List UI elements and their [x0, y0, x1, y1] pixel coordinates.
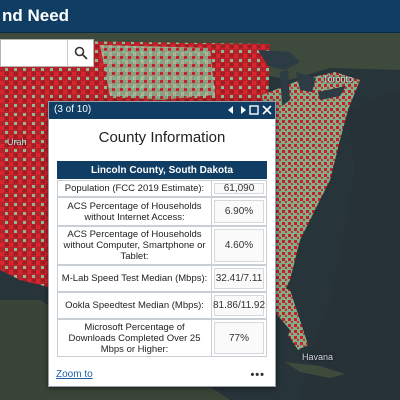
place-label-toronto: Toronto — [323, 74, 354, 84]
table-row: ACS Percentage of Households without Com… — [57, 226, 267, 265]
table-row: Microsoft Percentage of Downloads Comple… — [57, 319, 267, 357]
maximize-icon — [248, 105, 259, 115]
row-value: 77% — [214, 322, 264, 354]
row-value: 32.41/7.11 — [214, 268, 264, 289]
table-row: Population (FCC 2019 Estimate): 61,090 — [57, 180, 267, 197]
county-popup: (3 of 10) County Information Lincoln Cou… — [48, 101, 276, 387]
search-icon — [74, 46, 88, 60]
triangle-right-icon — [240, 106, 246, 114]
us-counties-north — [100, 45, 215, 100]
lake-huron — [296, 72, 316, 92]
row-value: 4.60% — [214, 229, 264, 262]
table-row: M-Lab Speed Test Median (Mbps): 32.41/7.… — [57, 265, 267, 292]
row-label: Population (FCC 2019 Estimate): — [58, 181, 212, 196]
close-button[interactable] — [260, 103, 273, 117]
previous-feature-button[interactable] — [224, 103, 237, 117]
triangle-left-icon — [227, 106, 233, 114]
zoom-to-link[interactable]: Zoom to — [56, 369, 93, 380]
row-value: 6.90% — [214, 200, 264, 223]
row-label: ACS Percentage of Households without Int… — [58, 198, 212, 225]
row-label: ACS Percentage of Households without Com… — [58, 227, 212, 264]
maximize-button[interactable] — [247, 103, 260, 117]
popup-title: County Information — [98, 129, 226, 146]
lake-michigan — [280, 70, 290, 106]
row-label: M-Lab Speed Test Median (Mbps): — [58, 266, 212, 291]
lake-erie — [318, 86, 346, 100]
atlantic-ocean — [300, 90, 400, 400]
cuba — [285, 362, 345, 378]
table-row: ACS Percentage of Households without Int… — [57, 197, 267, 226]
us-counties-east — [258, 72, 360, 300]
row-value: 81.86/11.92 — [213, 295, 265, 316]
table-row: Ookla Speedtest Median (Mbps): 81.86/11.… — [57, 292, 267, 319]
search-box — [0, 39, 94, 67]
popup-pager: (3 of 10) — [54, 104, 92, 115]
app-header: nd Need — [0, 0, 400, 33]
lake-superior — [258, 50, 300, 70]
more-actions-button[interactable]: ••• — [250, 369, 265, 381]
next-feature-button[interactable] — [236, 103, 249, 117]
row-label: Ookla Speedtest Median (Mbps): — [58, 293, 212, 318]
row-value: 61,090 — [214, 183, 264, 194]
place-label-havana: Havana — [302, 352, 334, 362]
row-label: Microsoft Percentage of Downloads Comple… — [58, 320, 212, 356]
county-name-header: Lincoln County, South Dakota — [57, 161, 267, 179]
search-button[interactable] — [67, 40, 93, 66]
popup-header: (3 of 10) — [49, 102, 275, 119]
search-input[interactable] — [1, 40, 68, 66]
close-icon — [261, 105, 272, 115]
app-title: nd Need — [2, 6, 70, 25]
place-label-utah: Urah — [7, 137, 27, 147]
